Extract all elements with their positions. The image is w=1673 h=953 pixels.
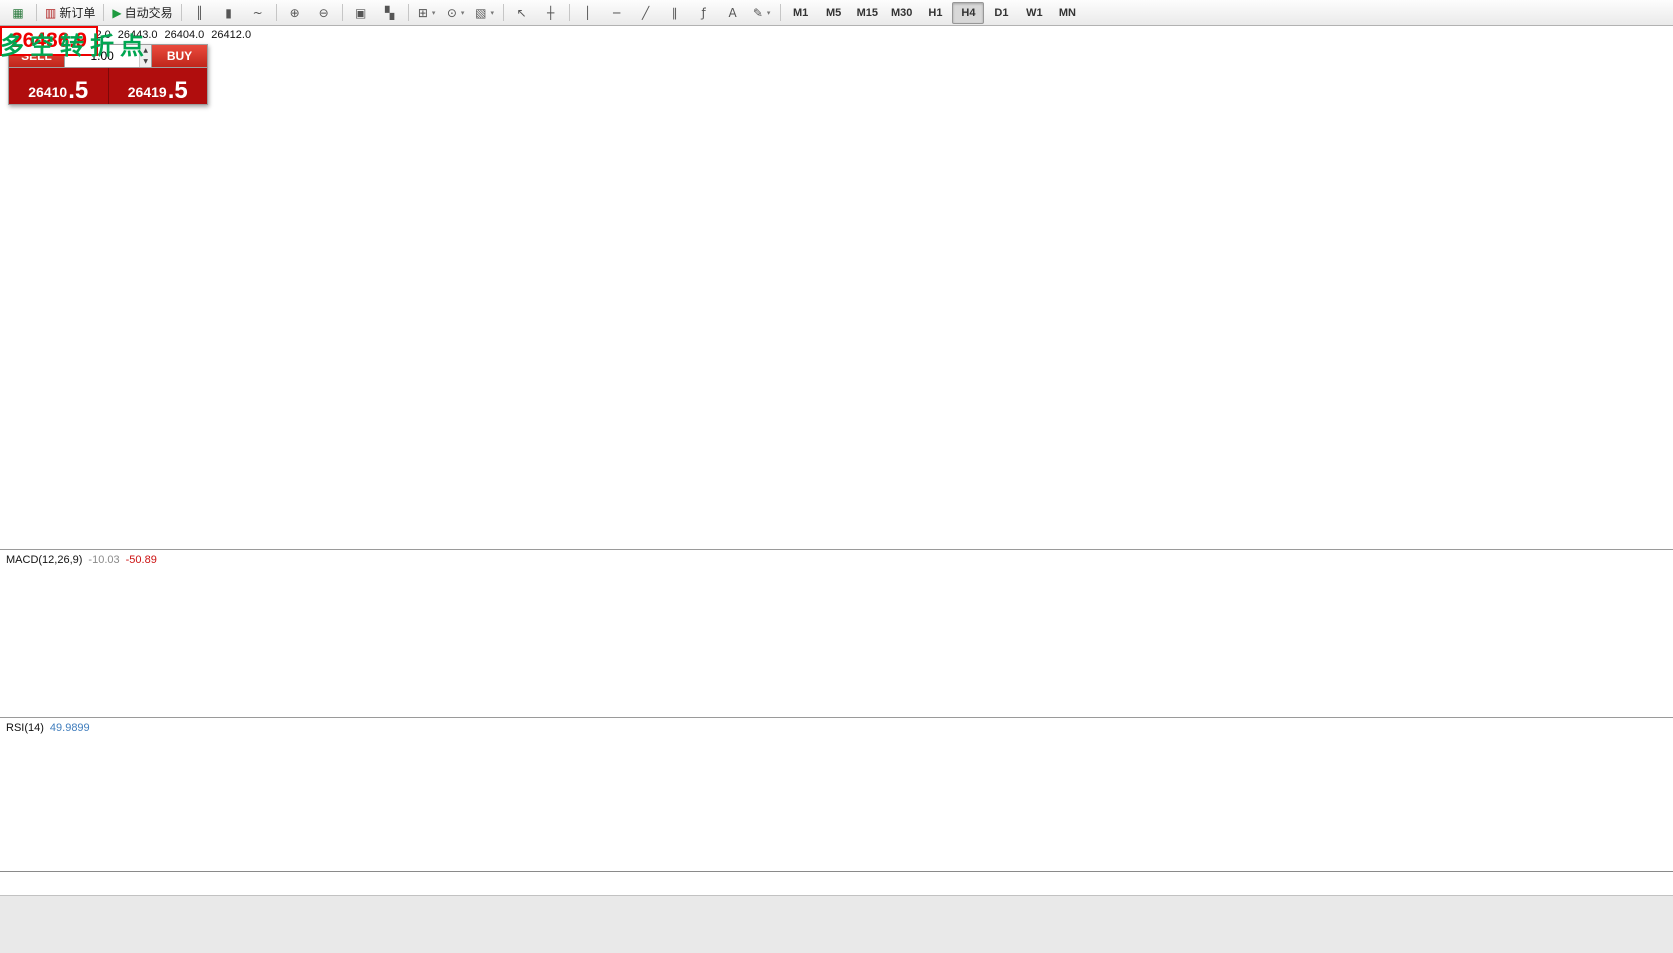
arrow-tools-button[interactable]: ✎ ▾ — [748, 2, 776, 24]
zoom-out-icon: ⊖ — [318, 5, 329, 20]
ohlc-low: 26404.0 — [164, 29, 205, 41]
rsi-name: RSI(14) — [6, 722, 44, 734]
buy-price-frac: .5 — [167, 76, 188, 104]
fibonacci-icon: ƒ — [701, 5, 706, 20]
timeframe-h1-button[interactable]: H1 — [928, 6, 943, 19]
text-button[interactable]: A — [719, 2, 747, 24]
zoom-in-button[interactable]: ⊕ — [281, 2, 309, 24]
periods-icon: ⊙ — [446, 5, 457, 20]
buy-price-int: 26419 — [127, 83, 167, 100]
rsi-indicator-panel[interactable]: RSI(14) 49.9899 — [0, 717, 1673, 872]
rsi-canvas — [0, 718, 1673, 872]
price-chart-canvas[interactable] — [0, 26, 1673, 549]
horizontal-line-icon: ─ — [612, 5, 621, 20]
arrow-tools-dropdown-icon[interactable]: ▾ — [766, 8, 771, 17]
sell-price-frac: .5 — [68, 76, 89, 104]
zoom-out-button[interactable]: ⊖ — [310, 2, 338, 24]
toolbar-separator — [407, 4, 409, 21]
vertical-line-icon: │ — [583, 5, 592, 20]
templates-dropdown-icon[interactable]: ▾ — [490, 8, 495, 17]
volume-down-button[interactable]: ▼ — [140, 56, 151, 67]
new-order-label: 新订单 — [59, 6, 96, 20]
timeframe-m5-button[interactable]: M5 — [825, 6, 842, 19]
bar-chart-icon: ║ — [195, 5, 204, 20]
timeframe-m30-button[interactable]: M30 — [891, 6, 913, 19]
buy-button[interactable]: BUY — [152, 45, 207, 67]
macd-indicator-panel[interactable]: MACD(12,26,9) -10.03 -50.89 — [0, 549, 1673, 718]
toolbar-separator — [341, 4, 343, 21]
equidistant-channel-icon: ∥ — [671, 5, 678, 20]
new-order-icon: ▥ — [45, 5, 57, 20]
volume-up-button[interactable]: ▲ — [140, 45, 151, 56]
rsi-label: RSI(14) 49.9899 — [6, 722, 90, 734]
periods-button[interactable]: ⊙ ▾ — [442, 2, 470, 24]
autotrading-icon: ▶ — [112, 5, 122, 20]
macd-name: MACD(12,26,9) — [6, 554, 83, 566]
timeframe-m15-button[interactable]: M15 — [856, 6, 879, 19]
text-icon: A — [728, 5, 737, 20]
candlestick-chart-button[interactable]: ▮ — [215, 2, 243, 24]
candlestick-chart-icon: ▮ — [225, 5, 232, 20]
timeframe-m1-button[interactable]: M1 — [792, 6, 809, 19]
horizontal-line-button[interactable]: ─ — [603, 2, 631, 24]
toolbar-separator — [568, 4, 570, 21]
trendline-button[interactable]: ╱ — [632, 2, 660, 24]
crosshair-button[interactable]: ┼ — [537, 2, 565, 24]
cursor-button[interactable]: ↖ — [508, 2, 536, 24]
tile-windows-icon: ▣ — [354, 5, 367, 20]
volume-stepper: ▲ ▼ — [139, 45, 151, 67]
new-chart-button[interactable]: ▦ — [4, 2, 32, 24]
equidistant-channel-button[interactable]: ∥ — [661, 2, 689, 24]
crosshair-icon: ┼ — [546, 5, 555, 20]
toolbar-separator — [502, 4, 504, 21]
macd-main-value: -10.03 — [88, 554, 120, 566]
toolbar-separator — [36, 4, 37, 21]
bar-chart-button[interactable]: ║ — [186, 2, 214, 24]
toolbar-separator — [779, 4, 781, 21]
sell-price-int: 26410 — [28, 83, 68, 100]
new-order-button[interactable]: ▥ 新订单 — [41, 2, 99, 24]
toolbar-separator — [275, 4, 277, 21]
macd-label: MACD(12,26,9) -10.03 -50.89 — [6, 554, 157, 566]
tile-windows-button[interactable]: ▣ — [347, 2, 375, 24]
indicators-icon: ⊞ — [417, 5, 428, 20]
sell-price[interactable]: 26410 .5 — [9, 68, 109, 104]
macd-canvas — [0, 550, 1673, 718]
new-chart-icon: ▦ — [12, 5, 24, 20]
arrow-tools-icon: ✎ — [752, 5, 763, 20]
toolbar: ▦ ▥ 新订单 ▶ 自动交易 ║ ▮ ~ ⊕ ⊖ ▣ ▚ ⊞ ▾ ⊙ ▾ ▧ ▾ ↖ ┼ │ ─ ╱ ∥ ƒ A ✎ ▾ M1 M5 M15… — [0, 0, 1673, 26]
cursor-icon: ↖ — [516, 5, 527, 20]
zoom-in-icon: ⊕ — [289, 5, 300, 20]
vertical-line-button[interactable]: │ — [574, 2, 602, 24]
ohlc-close: 26412.0 — [211, 29, 252, 41]
arrange-windows-icon: ▚ — [384, 5, 395, 20]
toolbar-separator — [103, 4, 105, 21]
ohlc-high: 26443.0 — [117, 29, 158, 41]
trendline-icon: ╱ — [641, 5, 650, 20]
indicators-dropdown-icon[interactable]: ▾ — [431, 8, 436, 17]
timeframe-mn-button[interactable]: MN — [1058, 6, 1076, 19]
buy-price[interactable]: 26419 .5 — [108, 68, 207, 104]
line-chart-button[interactable]: ~ — [244, 2, 272, 24]
timeframe-d1-button[interactable]: D1 — [994, 6, 1009, 19]
line-chart-icon: ~ — [252, 5, 263, 20]
window-bottom-strip — [0, 895, 1673, 953]
timeframe-h4-button[interactable]: H4 — [952, 1, 985, 24]
templates-button[interactable]: ▧ ▾ — [471, 2, 499, 24]
price-callout-label[interactable]: 26486.9 — [0, 26, 98, 56]
templates-icon: ▧ — [475, 5, 487, 20]
time-axis — [0, 871, 1673, 896]
toolbar-separator — [180, 4, 182, 21]
autotrading-label: 自动交易 — [124, 6, 173, 20]
macd-signal-value: -50.89 — [125, 554, 157, 566]
arrange-windows-button[interactable]: ▚ — [376, 2, 404, 24]
chart-text-annotation[interactable]: 多空转折点 — [0, 33, 150, 60]
periods-dropdown-icon[interactable]: ▾ — [460, 8, 465, 17]
price-chart-panel[interactable]: ▾ DJ30-,H4 26432.0 26443.0 26404.0 26412… — [0, 26, 1673, 549]
rsi-value: 49.9899 — [49, 722, 90, 734]
fibonacci-button[interactable]: ƒ — [690, 2, 718, 24]
autotrading-button[interactable]: ▶ 自动交易 — [108, 2, 176, 24]
indicators-button[interactable]: ⊞ ▾ — [413, 2, 441, 24]
timeframe-w1-button[interactable]: W1 — [1026, 6, 1043, 19]
